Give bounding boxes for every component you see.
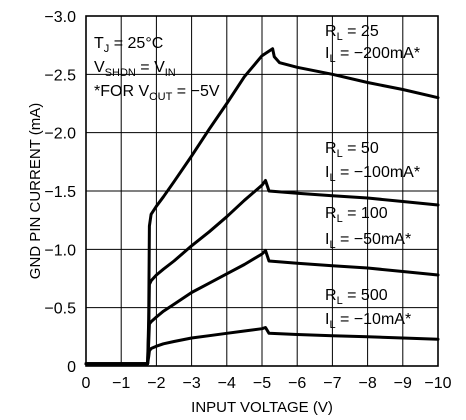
y-axis-label: GND PIN CURRENT (mA) [27,103,44,279]
series-curve-4 [84,326,440,366]
series-curve-2 [84,179,440,366]
x-tick-label: −7 [323,375,341,392]
x-tick-label: −8 [358,375,376,392]
y-tick-label: −3.0 [44,9,76,26]
x-tick-label: −6 [288,375,306,392]
series-label-i-2: IL = −100mA* [325,164,420,184]
condition-line-1: TJ = 25°C [94,35,163,55]
x-tick-label: −2 [147,375,165,392]
series-label-i-1: IL = −200mA* [325,45,420,65]
series-label-r-4: RL = 500 [325,287,388,307]
series-curve-1 [84,47,440,366]
x-tick-label: −10 [424,375,451,392]
y-tick-labels: 0 −0.5 −1.0 −1.5 −2.0 −2.5 −3.0 [44,9,76,376]
series-label-i-4: IL = −10mA* [325,311,411,331]
y-tick-label: −1.0 [44,242,76,259]
plot-frame [85,15,439,367]
y-tick-label: −1.5 [44,184,76,201]
x-tick-label: −5 [253,375,271,392]
condition-line-2: VSHDN = VIN [94,59,176,79]
condition-line-3: *FOR VOUT = −5V [94,83,220,103]
series-label-r-1: RL = 25 [325,23,379,43]
series-label-r-3: RL = 100 [325,205,388,225]
y-tick-label: 0 [67,359,76,376]
series-curve-3 [84,249,440,366]
test-conditions: TJ = 25°C VSHDN = VIN *FOR VOUT = −5V [94,35,220,103]
y-tick-label: −2.5 [44,67,76,84]
curves [84,47,440,366]
x-tick-label: 0 [82,375,91,392]
x-tick-labels: 0 −1 −2 −3 −4 −5 −6 −7 −8 −9 −10 [82,375,452,392]
y-tick-label: −0.5 [44,301,76,318]
y-tick-label: −2.0 [44,126,76,143]
x-tick-label: −3 [182,375,200,392]
series-label-i-3: IL = −50mA* [325,231,411,251]
series-label-r-2: RL = 50 [325,140,379,160]
x-tick-label: −9 [394,375,412,392]
x-axis-label: INPUT VOLTAGE (V) [191,399,333,416]
x-tick-label: −4 [218,375,236,392]
x-tick-label: −1 [112,375,130,392]
